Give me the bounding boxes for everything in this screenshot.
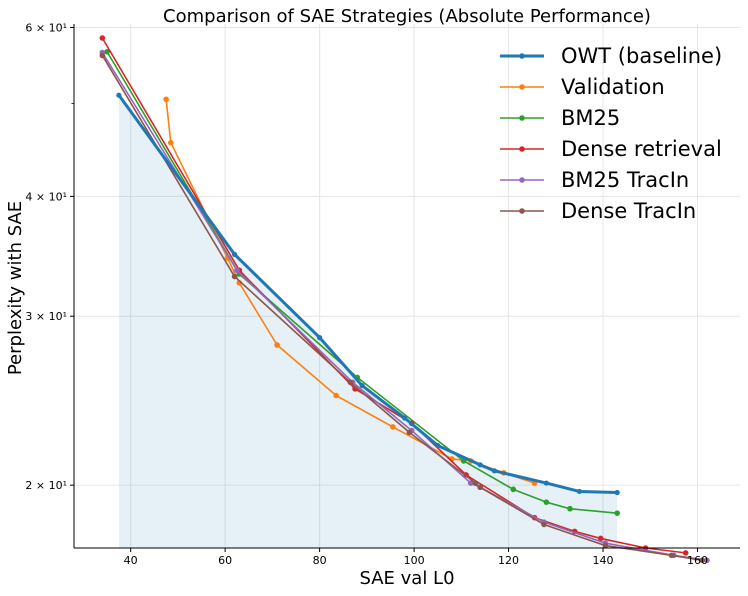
data-point [682,550,689,556]
data-point [104,48,110,55]
data-point [567,505,573,512]
data-point [231,251,238,258]
legend-marker [519,84,525,90]
data-point [163,96,169,103]
data-point [317,335,323,341]
data-point [576,488,583,495]
legend-item-validation: Validation [500,75,665,99]
x-tick-label: 40 [124,554,138,567]
x-tick-label: 140 [593,554,614,567]
series-owt-baseline [116,92,620,496]
data-point [435,442,441,449]
shaded-region [118,95,618,548]
legend-label: Dense TracIn [561,199,696,223]
x-axis-title: SAE val L0 [359,568,454,589]
chart-title: Comparison of SAE Strategies (Absolute P… [163,6,651,27]
data-point [510,486,517,493]
series-layer [99,35,710,564]
data-point [491,468,497,474]
series-line-dense-tracin [101,55,703,562]
legend-item-dense-retrieval: Dense retrieval [500,137,722,161]
data-point [234,267,240,274]
y-tick-label: 2 × 10¹ [25,479,67,492]
grid [74,24,740,548]
y-tick-label: 6 × 10¹ [25,21,67,34]
data-point [668,552,675,559]
data-point [614,510,620,516]
legend-marker [519,53,525,59]
x-tick-label: 80 [313,554,327,567]
data-point [699,557,706,564]
data-point [602,542,609,549]
ticks: 40 60 80 100 120 140 160 2 × 10¹ 3 × 10¹ 4 × 10¹ 6… [25,21,708,567]
axes [73,24,740,549]
data-point [704,557,710,564]
legend-label: OWT (baseline) [561,44,722,68]
data-point [231,273,238,280]
data-point [614,489,620,496]
data-point [472,480,479,486]
data-point [99,35,106,41]
y-axis-title: Perplexity with SAE [5,201,26,375]
x-tick-label: 120 [498,554,519,567]
legend-marker [519,115,525,121]
data-point [543,499,550,505]
data-point [347,379,354,386]
legend-item-bm25: BM25 [500,106,620,130]
shaded-region-layer [118,95,618,548]
data-point [99,52,106,59]
legend-item-dense-tracin: Dense TracIn [500,199,696,223]
legend-label: Dense retrieval [561,137,722,161]
x-tick-label: 60 [218,554,232,567]
data-point [541,521,547,528]
legend-marker [519,146,525,152]
legend-marker [519,177,525,183]
data-point [390,424,396,430]
data-point [597,535,604,542]
legend-item-owt-baseline: OWT (baseline) [500,44,722,68]
legend-item-bm25-tracin: BM25 TracIn [500,168,689,192]
x-tick-label: 160 [687,554,708,567]
data-point [406,429,413,436]
legend-marker [519,208,525,214]
data-point [477,462,483,468]
y-tick-label: 4 × 10¹ [25,190,67,203]
x-tick-label: 100 [404,554,425,567]
data-point [116,92,122,98]
legend-label: BM25 TracIn [561,168,689,192]
legend-label: BM25 [561,106,620,130]
data-point [333,392,339,399]
data-point [467,480,474,486]
legend: OWT (baseline) Validation BM25 Dense retrie… [500,44,722,223]
data-point [477,484,484,491]
data-point [543,480,549,486]
series-dense-tracin [99,52,706,564]
y-tick-label: 3 × 10¹ [25,310,67,323]
legend-label: Validation [561,75,665,99]
data-point [402,415,408,421]
data-point [359,382,365,389]
data-point [274,342,280,348]
data-point [168,139,174,146]
